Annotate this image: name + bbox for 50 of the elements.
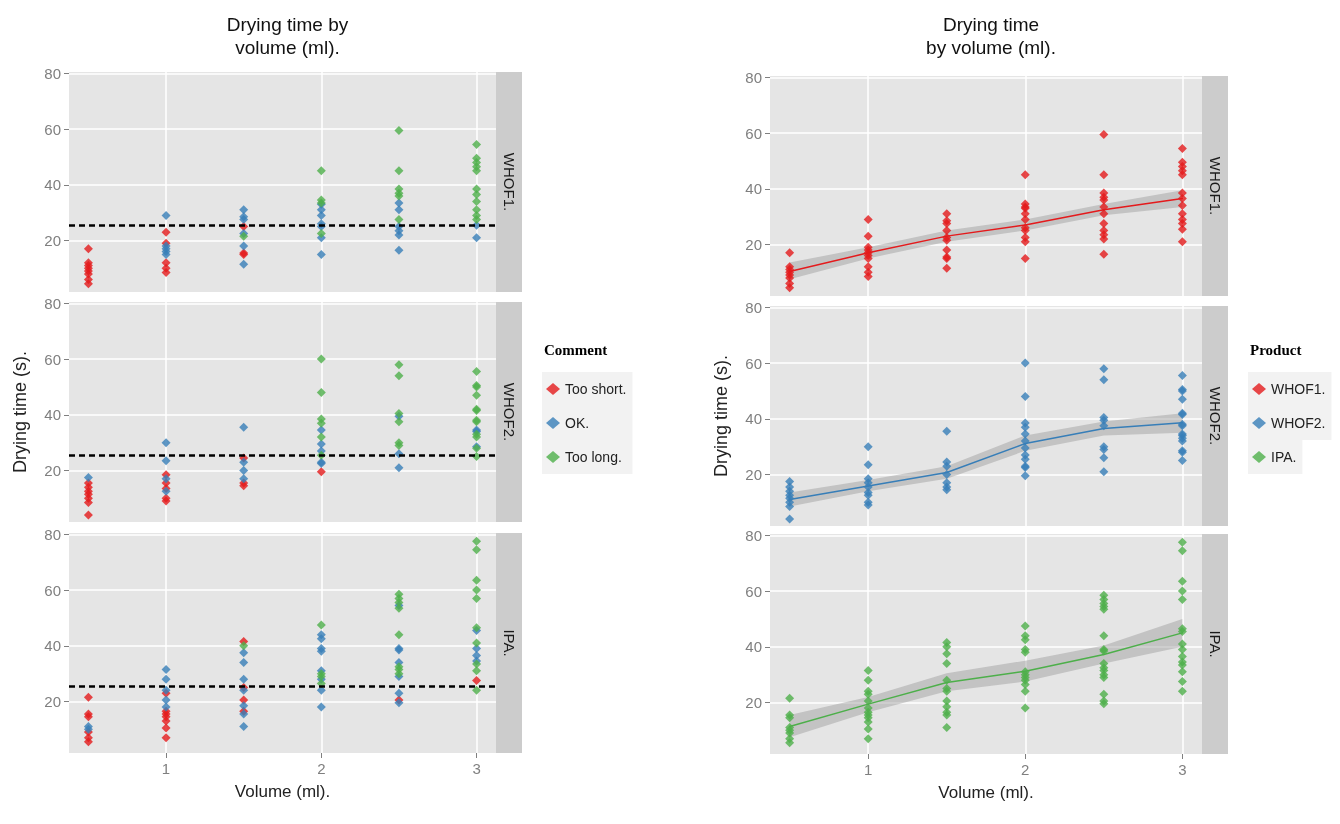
y-tick-label: 60 — [745, 124, 762, 142]
y-tick-label: 20 — [44, 692, 61, 710]
text: WHOF2. — [1206, 386, 1224, 446]
chart-title: Drying time by volume (ml). — [926, 14, 1056, 58]
y-tick-label: 80 — [745, 526, 762, 544]
legend-label: OK. — [565, 415, 590, 431]
x-tick-label: 1 — [161, 760, 171, 777]
legend-title: Comment — [544, 341, 608, 358]
y-tick-label: 80 — [745, 68, 762, 86]
y-tick-label: 60 — [745, 582, 762, 600]
x-tick-label: 3 — [472, 760, 481, 777]
y-tick-label: 40 — [44, 406, 61, 424]
y-axis-title: Drying time (s). — [10, 350, 30, 474]
y-tick-label: 20 — [745, 693, 762, 711]
y-tick-label: 20 — [44, 231, 61, 249]
text: WHOF1. — [500, 152, 518, 212]
y-tick-label: 80 — [44, 294, 61, 312]
y-tick-label: 60 — [44, 350, 61, 368]
legend-label: WHOF2. — [1271, 415, 1326, 431]
legend-title: Product — [1250, 341, 1302, 358]
x-tick-label: 2 — [1021, 761, 1030, 778]
y-tick-label: 60 — [44, 581, 61, 599]
legend-label: Too short. — [565, 381, 627, 397]
y-tick-label: 80 — [44, 525, 61, 543]
legend-label: Too long. — [565, 449, 622, 465]
y-tick-label: 80 — [44, 64, 61, 82]
y-tick-label: 60 — [745, 354, 762, 372]
x-axis-title: Volume (ml). — [234, 782, 331, 801]
y-tick-label: 40 — [44, 176, 61, 194]
y-tick-label: 40 — [745, 638, 762, 656]
y-axis-title: Drying time (s). — [711, 354, 731, 478]
y-tick-label: 60 — [44, 120, 61, 138]
chart-title: Drying time by volume (ml). — [226, 14, 349, 58]
x-axis-title: Volume (ml). — [938, 783, 1034, 802]
text: IPA. — [1206, 630, 1224, 658]
y-tick-label: 20 — [745, 465, 762, 483]
y-tick-label: 20 — [745, 235, 762, 253]
y-tick-label: 40 — [745, 180, 762, 198]
text: WHOF2. — [500, 382, 518, 442]
y-tick-label: 40 — [44, 637, 61, 655]
y-tick-label: 40 — [745, 410, 762, 428]
legend-label: IPA. — [1271, 449, 1297, 465]
x-tick-label: 3 — [1178, 761, 1187, 778]
y-tick-label: 20 — [44, 461, 61, 479]
y-tick-label: 80 — [745, 298, 762, 316]
legend-label: WHOF1. — [1271, 381, 1326, 397]
x-tick-label: 2 — [317, 760, 326, 777]
text: IPA. — [500, 629, 518, 657]
x-tick-label: 1 — [864, 761, 873, 778]
text: WHOF1. — [1206, 156, 1224, 216]
